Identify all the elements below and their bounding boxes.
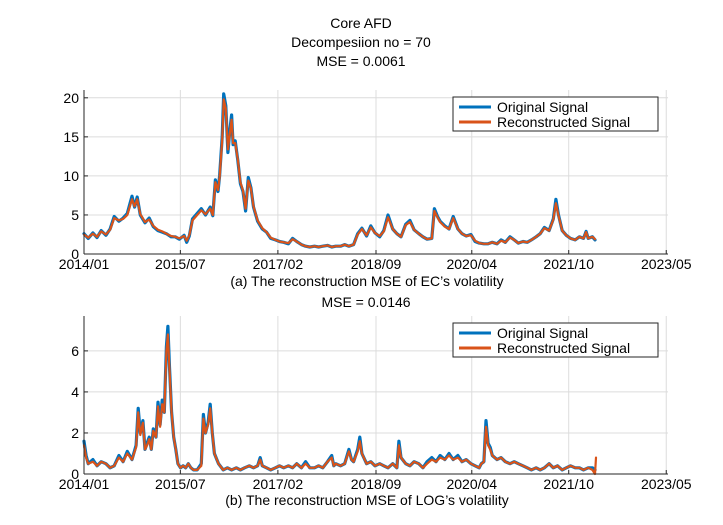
- panel-b-xtick-label-3: 2018/09: [351, 476, 402, 492]
- panel-b-legend-box: [452, 322, 659, 358]
- panel-b: 2014/01 2015/07 2017/02 2018/09 2020/04 2021/…: [59, 316, 692, 508]
- panel-b-caption: (b) The reconstruction MSE of LOG’s vola…: [225, 492, 508, 508]
- panel-a-xtick-label-0: 2014/01: [59, 256, 110, 272]
- panel-a-ytick-label-2: 10: [63, 168, 79, 184]
- panel-b-xtick-label-5: 2021/10: [543, 476, 594, 492]
- panel-a-xtick-label-4: 2020/04: [446, 256, 497, 272]
- panel-a-ytick-label-3: 15: [63, 129, 79, 145]
- panel-a-series: [82, 92, 597, 249]
- panel-b-xtick-label-1: 2015/07: [155, 476, 206, 492]
- panel-a-series-reconstructed-signal-line: [82, 98, 597, 249]
- panel-a-ytick-label-0: 0: [71, 246, 79, 262]
- panel-b-ytick-label-1: 2: [71, 425, 79, 441]
- panel-a-legend-box: [452, 96, 659, 132]
- panel-a-legend-label-reconstructed-signal: Reconstructed Signal: [497, 114, 630, 130]
- panel-b-xtick-label-4: 2020/04: [446, 476, 497, 492]
- panel-b-xtick-label-0: 2014/01: [59, 476, 110, 492]
- panel-a-ticks: 2014/01 2015/07 2017/02 2018/09 2020/04 2021/…: [59, 90, 692, 272]
- panel-a-ytick-label-1: 5: [71, 207, 79, 223]
- figure-title-line-2: Decompesiion no = 70: [291, 34, 431, 50]
- panel-a-ytick-label-4: 20: [63, 90, 79, 106]
- panel-a-caption: (a) The reconstruction MSE of EC’s volat…: [230, 273, 503, 289]
- panel-a-xtick-label-3: 2018/09: [351, 256, 402, 272]
- panel-a: 2014/01 2015/07 2017/02 2018/09 2020/04 2021/…: [59, 90, 692, 289]
- panel-a-xtick-label-1: 2015/07: [155, 256, 206, 272]
- panel-b-ytick-label-2: 4: [71, 384, 79, 400]
- panel-b-xtick-label-6: 2023/05: [641, 476, 692, 492]
- panel-a-xtick-label-2: 2017/02: [253, 256, 304, 272]
- panel-a-xtick-label-6: 2023/05: [641, 256, 692, 272]
- panel-b-title: MSE = 0.0146: [321, 294, 410, 310]
- panel-a-legend-label-original-signal: Original Signal: [497, 99, 588, 115]
- panel-a-xtick-label-5: 2021/10: [543, 256, 594, 272]
- panel-b-xtick-label-2: 2017/02: [253, 476, 304, 492]
- panel-b-legend-label-original-signal: Original Signal: [497, 325, 588, 341]
- panel-b-legend-label-reconstructed-signal: Reconstructed Signal: [497, 340, 630, 356]
- panel-b-ytick-label-0: 0: [71, 466, 79, 482]
- figure-title-line-3: MSE = 0.0061: [316, 53, 405, 69]
- figure-title-line-1: Core AFD: [330, 15, 391, 31]
- panel-b-series: [82, 324, 598, 476]
- panel-b-series-reconstructed-signal-line: [82, 333, 598, 476]
- panel-b-ticks: 2014/01 2015/07 2017/02 2018/09 2020/04 2021/…: [59, 343, 692, 492]
- panel-b-ytick-label-3: 6: [71, 343, 79, 359]
